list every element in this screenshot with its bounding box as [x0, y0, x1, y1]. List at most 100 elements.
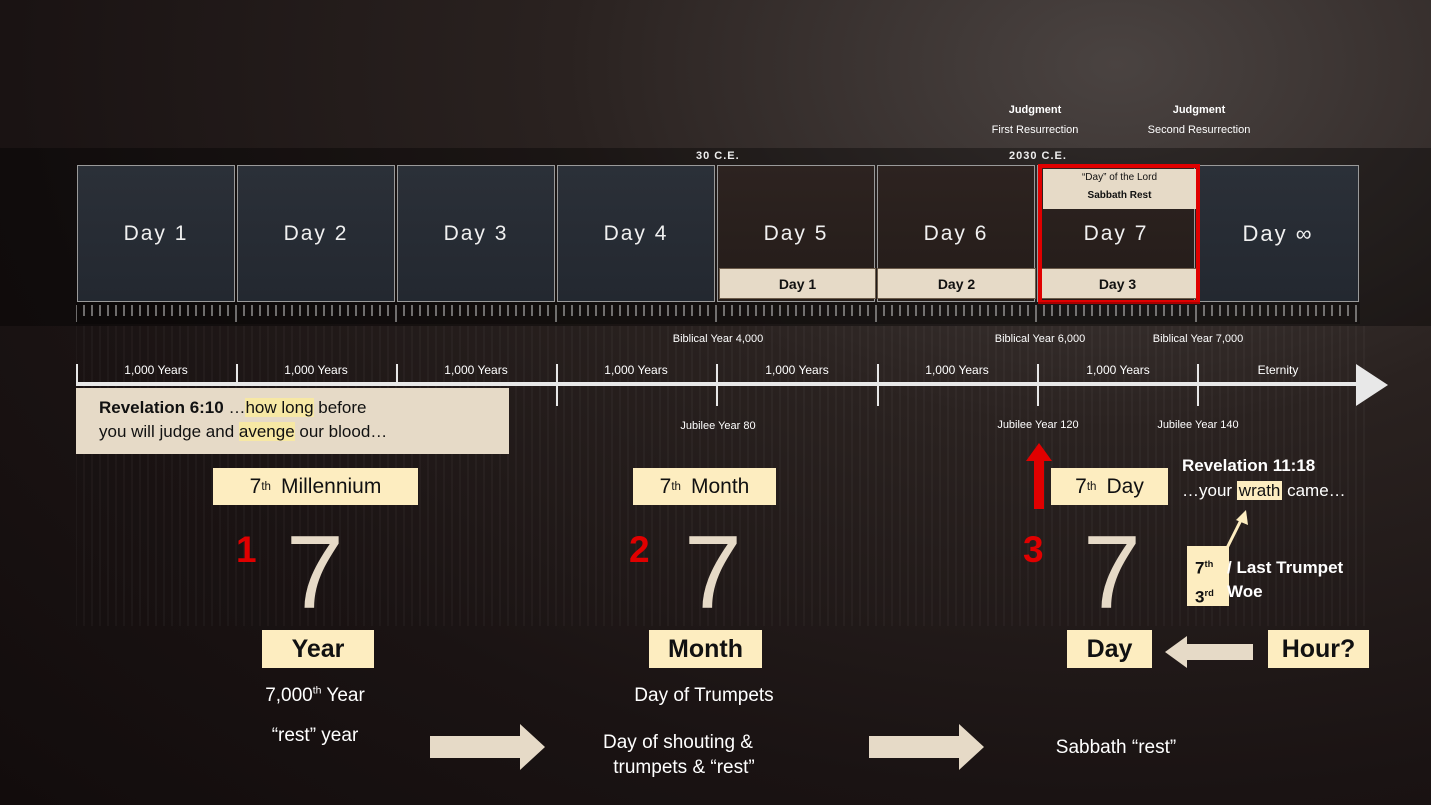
marker-30ce: 30 C.E. [696, 150, 740, 162]
rev6-highlight-how-long: how long [245, 398, 314, 417]
rev6-text-3: you will judge and [99, 422, 239, 441]
unit-year: Year [262, 630, 374, 668]
period-label-5: 1,000 Years [765, 363, 829, 377]
axis-tick [1037, 364, 1039, 406]
label-sup: th [1086, 480, 1097, 493]
big-seven-2: 7 [684, 515, 742, 631]
label-sup: th [671, 480, 681, 493]
judgment-second-title: Judgment [1172, 104, 1226, 116]
period-label-3: 1,000 Years [444, 363, 508, 377]
caption-day-of-trumpets: Day of Trumpets [634, 685, 774, 706]
rev11-pre: …your [1182, 481, 1237, 500]
step-number-3: 3 [1023, 529, 1044, 570]
big-seven-1: 7 [286, 515, 344, 631]
rev6-text-4: our blood… [294, 422, 388, 441]
label-num: 7 [659, 474, 672, 498]
big-seven-3: 7 [1083, 515, 1141, 631]
trumpet-n1: 7 [1195, 558, 1205, 578]
last-trumpet-text: / Last Trumpet [1227, 558, 1344, 577]
trumpet-3rd: 3rd [1195, 581, 1229, 610]
period-label-6: 1,000 Years [925, 363, 989, 377]
background-stripes [76, 326, 1365, 626]
period-label-eternity: Eternity [1257, 363, 1299, 377]
woe-text: Woe [1227, 582, 1263, 601]
ruler-ticks [76, 302, 1360, 324]
day7-highlight-frame [1038, 164, 1200, 304]
label-word: Month [690, 474, 750, 498]
rev11-post: came… [1282, 481, 1346, 500]
rev11-highlight-wrath: wrath [1236, 481, 1283, 500]
trumpet-7th: 7th [1195, 552, 1229, 581]
axis-tick [1197, 364, 1199, 406]
trumpet-n2: 3 [1195, 587, 1205, 607]
trumpet-s2: rd [1204, 587, 1214, 598]
label-num: 7 [1075, 474, 1087, 498]
judgment-first-title: Judgment [1008, 104, 1062, 116]
axis-tick [396, 364, 398, 386]
step-number-1: 1 [236, 529, 257, 570]
jubilee-140: Jubilee Year 140 [1157, 419, 1239, 431]
revelation-11-18-ref: Revelation 11:18 [1182, 456, 1316, 475]
timeline-axis [76, 382, 1366, 386]
unit-day: Day [1067, 630, 1152, 668]
biblical-year-6000: Biblical Year 6,000 [994, 333, 1086, 345]
jubilee-80: Jubilee Year 80 [680, 420, 756, 432]
caption-word: Year [321, 685, 365, 706]
day-cell-4: Day 4 [557, 165, 715, 302]
trumpet-number-box: 7th 3rd [1187, 546, 1229, 606]
judgment-second-subtitle: Second Resurrection [1147, 124, 1251, 136]
right-arrow-icon [430, 724, 545, 770]
label-num: 7 [249, 474, 262, 498]
biblical-year-4000: Biblical Year 4,000 [672, 333, 764, 345]
caption-shouting-2: trumpets & “rest” [613, 757, 755, 778]
day-cell-1: Day 1 [77, 165, 235, 302]
step-number-2: 2 [629, 529, 650, 570]
day-cell-infinity: Day ∞ [1197, 165, 1359, 302]
sub-day-2: Day 2 [877, 268, 1036, 299]
sabbath-rest-line: Sabbath Rest [1087, 190, 1152, 201]
label-sup: th [261, 480, 271, 493]
revelation-11-18-text: …your wrath came… [1182, 481, 1346, 501]
day-cell-3: Day 3 [397, 165, 555, 302]
jubilee-120: Jubilee Year 120 [997, 419, 1079, 431]
trumpet-text: / Last Trumpet Woe [1227, 556, 1343, 604]
sub-day-1: Day 1 [719, 268, 876, 299]
rev6-text-2: before [313, 398, 367, 417]
rev6-line-1: Revelation 6:10 …how long before [99, 396, 509, 420]
rev6-line-2: you will judge and avenge our blood… [99, 420, 509, 444]
rev6-ref: Revelation 6:10 [99, 398, 224, 417]
axis-tick [76, 364, 78, 386]
period-label-4: 1,000 Years [604, 363, 668, 377]
axis-arrowhead-icon [1356, 364, 1388, 406]
axis-tick [556, 364, 558, 406]
marker-2030ce: 2030 C.E. [1009, 150, 1067, 162]
caption-sabbath-rest: Sabbath “rest” [1055, 737, 1177, 758]
diagonal-arrow-icon [1224, 510, 1248, 551]
biblical-year-7000: Biblical Year 7,000 [1152, 333, 1244, 345]
rev6-highlight-avenge: avenge [238, 422, 295, 441]
caption-shouting-1: Day of shouting & [603, 732, 753, 753]
hour-question: Hour? [1268, 630, 1369, 668]
label-word: Millennium [280, 474, 382, 498]
period-label-1: 1,000 Years [124, 363, 188, 377]
day-of-lord-line: “Day” of the Lord [1081, 172, 1158, 183]
right-arrow-icon [869, 724, 984, 770]
caption-num: 7,000 [265, 685, 313, 706]
rev6-text-1: … [223, 398, 246, 417]
day-of-lord-note: “Day” of the Lord Sabbath Rest [1043, 169, 1196, 209]
caption-sup: th [312, 685, 322, 697]
label-word: Day [1106, 474, 1144, 498]
day-cell-2: Day 2 [237, 165, 395, 302]
axis-tick [236, 364, 238, 386]
period-label-2: 1,000 Years [284, 363, 348, 377]
axis-tick [716, 364, 718, 406]
revelation-6-10-box: Revelation 6:10 …how long before you wil… [76, 388, 509, 454]
up-arrow-icon [1026, 443, 1052, 509]
unit-month: Month [649, 630, 762, 668]
caption-rest-year: “rest” year [271, 725, 359, 746]
axis-tick [877, 364, 879, 406]
judgment-first-subtitle: First Resurrection [991, 124, 1079, 136]
